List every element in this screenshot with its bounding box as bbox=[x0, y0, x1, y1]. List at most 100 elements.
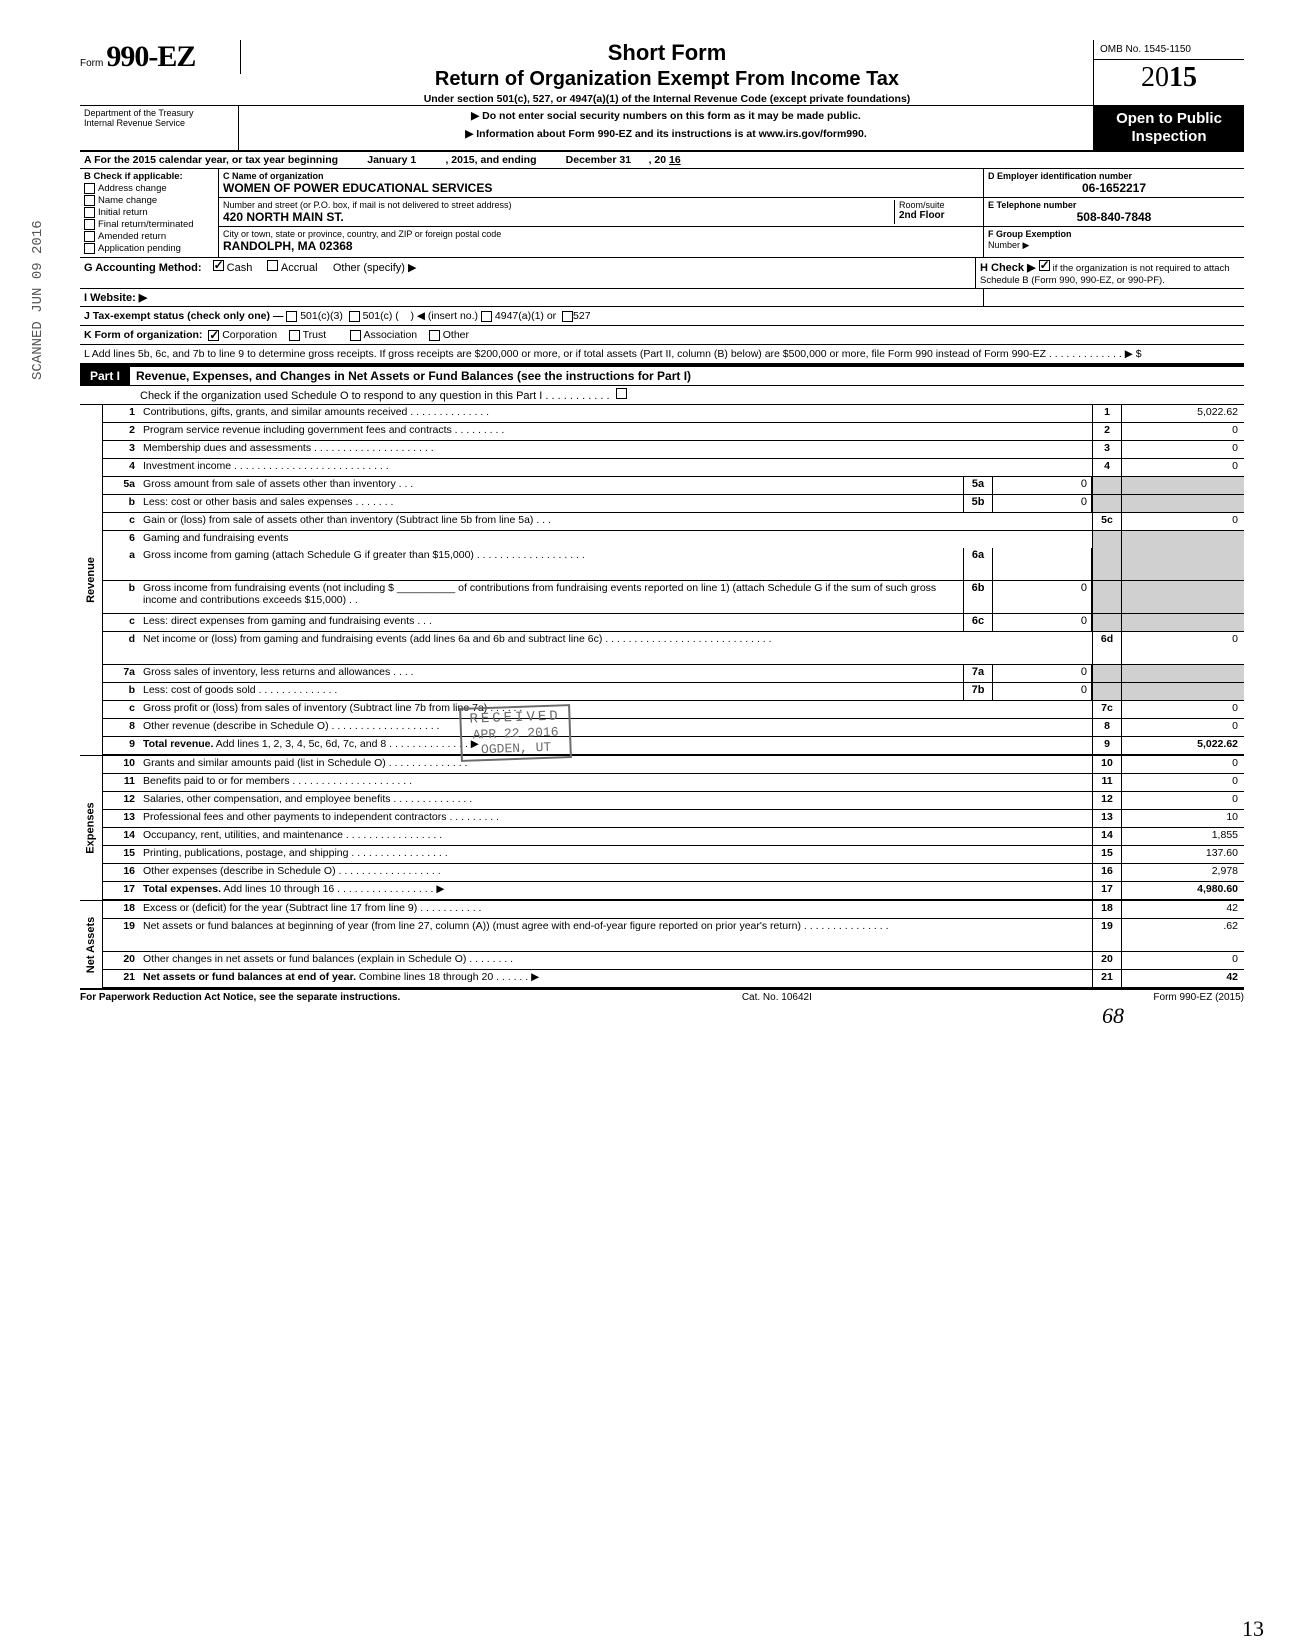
end-value bbox=[1121, 665, 1244, 682]
row-description: Investment income . . . . . . . . . . . … bbox=[139, 459, 1092, 476]
row-description: Gross income from fundraising events (no… bbox=[139, 581, 963, 613]
end-line-number: 3 bbox=[1092, 441, 1121, 458]
row-number: 1 bbox=[103, 405, 139, 422]
chk-accrual[interactable] bbox=[267, 260, 278, 271]
mid-value bbox=[992, 548, 1092, 580]
row-number: 11 bbox=[103, 774, 139, 791]
revenue-label: Revenue bbox=[85, 557, 97, 603]
mid-value: 0 bbox=[992, 683, 1092, 700]
table-row: 9Total revenue. Add lines 1, 2, 3, 4, 5c… bbox=[103, 737, 1244, 755]
end-value: 0 bbox=[1121, 756, 1244, 773]
chk-cash[interactable] bbox=[213, 260, 224, 271]
end-line-number bbox=[1092, 614, 1121, 631]
table-row: 21Net assets or fund balances at end of … bbox=[103, 970, 1244, 988]
chk-address-change[interactable]: Address change bbox=[84, 183, 214, 194]
table-row: 19Net assets or fund balances at beginni… bbox=[103, 919, 1244, 952]
dept-irs: Internal Revenue Service bbox=[84, 118, 234, 128]
row-number: 3 bbox=[103, 441, 139, 458]
chk-527[interactable] bbox=[562, 311, 573, 322]
mid-value: 0 bbox=[992, 614, 1092, 631]
chk-schedule-b[interactable] bbox=[1039, 260, 1050, 271]
chk-association[interactable] bbox=[350, 330, 361, 341]
C-label: C Name of organization bbox=[223, 171, 979, 181]
end-line-number bbox=[1092, 683, 1121, 700]
row-number: 4 bbox=[103, 459, 139, 476]
open-public: Open to Public bbox=[1096, 110, 1242, 128]
row-number: 20 bbox=[103, 952, 139, 969]
table-row: 1Contributions, gifts, grants, and simil… bbox=[103, 405, 1244, 423]
footer: For Paperwork Reduction Act Notice, see … bbox=[80, 988, 1244, 1003]
footer-left: For Paperwork Reduction Act Notice, see … bbox=[80, 992, 400, 1003]
E-label: E Telephone number bbox=[988, 200, 1240, 210]
row-description: Gross profit or (loss) from sales of inv… bbox=[139, 701, 1092, 718]
row-number: 18 bbox=[103, 901, 139, 918]
chk-501c[interactable] bbox=[349, 311, 360, 322]
row-description: Net assets or fund balances at end of ye… bbox=[139, 970, 1092, 987]
room-suite: 2nd Floor bbox=[899, 210, 979, 221]
warning-ssn: ▶ Do not enter social security numbers o… bbox=[243, 110, 1089, 122]
end-line-number: 17 bbox=[1092, 882, 1121, 899]
row-number: 7a bbox=[103, 665, 139, 682]
table-row: 8Other revenue (describe in Schedule O) … bbox=[103, 719, 1244, 737]
table-row: cGross profit or (loss) from sales of in… bbox=[103, 701, 1244, 719]
end-value: 5,022.62 bbox=[1121, 737, 1244, 754]
table-row: 6Gaming and fundraising events bbox=[103, 531, 1244, 548]
end-line-number bbox=[1092, 665, 1121, 682]
end-value: 0 bbox=[1121, 459, 1244, 476]
chk-trust[interactable] bbox=[289, 330, 300, 341]
chk-other-org[interactable] bbox=[429, 330, 440, 341]
row-description: Less: cost of goods sold . . . . . . . .… bbox=[139, 683, 963, 700]
chk-initial-return[interactable]: Initial return bbox=[84, 207, 214, 218]
room-label: Room/suite bbox=[899, 200, 979, 210]
line-J: J Tax-exempt status (check only one) — 5… bbox=[80, 307, 1244, 326]
scan-side-stamp: SCANNED JUN 09 2016 bbox=[30, 220, 46, 380]
row-description: Grants and similar amounts paid (list in… bbox=[139, 756, 1092, 773]
end-value bbox=[1121, 614, 1244, 631]
F-label: F Group Exemption bbox=[988, 229, 1072, 239]
row-description: Contributions, gifts, grants, and simila… bbox=[139, 405, 1092, 422]
mid-line-number: 6c bbox=[963, 614, 992, 631]
table-row: cLess: direct expenses from gaming and f… bbox=[103, 614, 1244, 632]
row-description: Excess or (deficit) for the year (Subtra… bbox=[139, 901, 1092, 918]
chk-amended[interactable]: Amended return bbox=[84, 231, 214, 242]
end-line-number: 13 bbox=[1092, 810, 1121, 827]
chk-name-change[interactable]: Name change bbox=[84, 195, 214, 206]
mid-line-number: 7b bbox=[963, 683, 992, 700]
chk-final-return[interactable]: Final return/terminated bbox=[84, 219, 214, 230]
end-value bbox=[1121, 477, 1244, 494]
end-line-number bbox=[1092, 531, 1121, 548]
table-row: 10Grants and similar amounts paid (list … bbox=[103, 756, 1244, 774]
table-row: cGain or (loss) from sale of assets othe… bbox=[103, 513, 1244, 531]
end-value: 2,978 bbox=[1121, 864, 1244, 881]
D-label: D Employer identification number bbox=[988, 171, 1240, 181]
chk-4947[interactable] bbox=[481, 311, 492, 322]
row-description: Net income or (loss) from gaming and fun… bbox=[139, 632, 1092, 664]
row-number: c bbox=[103, 614, 139, 631]
tax-year-begin: January 1 bbox=[367, 154, 416, 166]
table-row: 5aGross amount from sale of assets other… bbox=[103, 477, 1244, 495]
chk-schedule-o[interactable] bbox=[616, 388, 627, 399]
end-line-number: 16 bbox=[1092, 864, 1121, 881]
row-description: Benefits paid to or for members . . . . … bbox=[139, 774, 1092, 791]
chk-501c3[interactable] bbox=[286, 311, 297, 322]
row-number: 17 bbox=[103, 882, 139, 899]
table-row: 16Other expenses (describe in Schedule O… bbox=[103, 864, 1244, 882]
row-description: Other expenses (describe in Schedule O) … bbox=[139, 864, 1092, 881]
table-row: 18Excess or (deficit) for the year (Subt… bbox=[103, 901, 1244, 919]
expenses-label: Expenses bbox=[85, 802, 97, 853]
row-description: Printing, publications, postage, and shi… bbox=[139, 846, 1092, 863]
table-row: 3Membership dues and assessments . . . .… bbox=[103, 441, 1244, 459]
tax-year-end: 16 bbox=[669, 154, 681, 166]
mid-value: 0 bbox=[992, 665, 1092, 682]
page-number: 13 bbox=[1242, 1616, 1264, 1642]
chk-corporation[interactable] bbox=[208, 330, 219, 341]
omb-number: OMB No. 1545-1150 bbox=[1094, 40, 1244, 60]
row-number: 19 bbox=[103, 919, 139, 951]
table-row: dNet income or (loss) from gaming and fu… bbox=[103, 632, 1244, 665]
phone: 508-840-7848 bbox=[988, 210, 1240, 224]
chk-application-pending[interactable]: Application pending bbox=[84, 243, 214, 254]
tax-year-end-month: December 31 bbox=[566, 154, 631, 166]
mid-value: 0 bbox=[992, 581, 1092, 613]
table-row: 11Benefits paid to or for members . . . … bbox=[103, 774, 1244, 792]
row-description: Less: direct expenses from gaming and fu… bbox=[139, 614, 963, 631]
